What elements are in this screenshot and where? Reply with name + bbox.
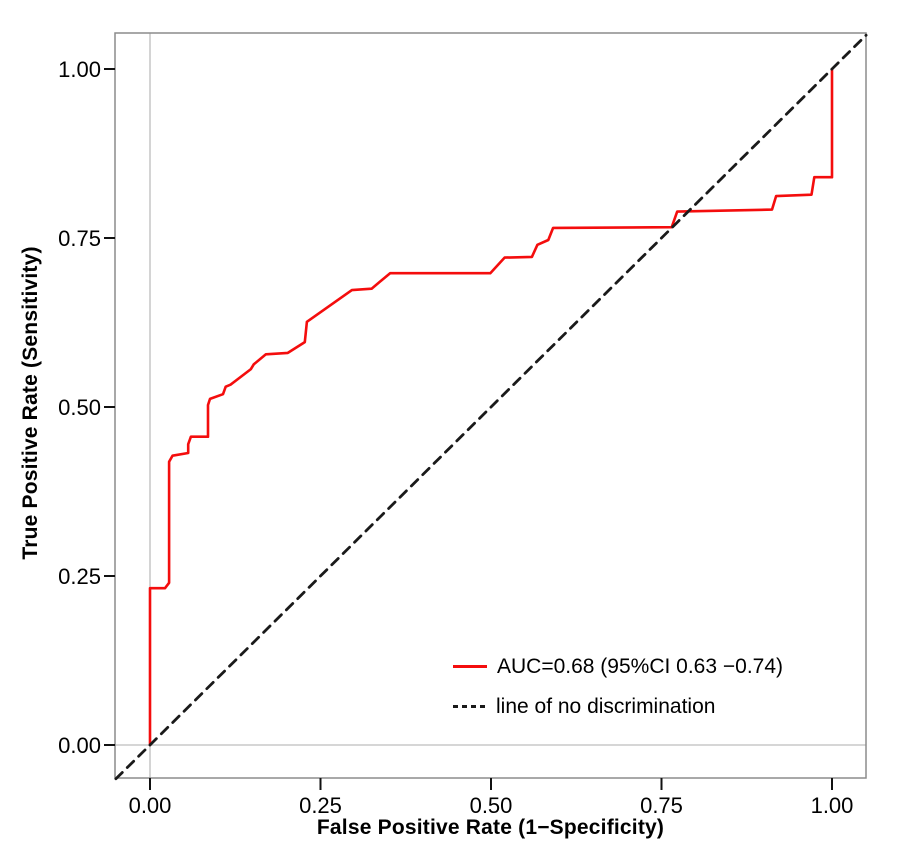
legend: AUC=0.68 (95%CI 0.63 −0.74) line of no d…	[453, 653, 783, 733]
x-tick-label: 0.50	[470, 793, 513, 818]
legend-row-roc: AUC=0.68 (95%CI 0.63 −0.74)	[453, 653, 783, 680]
legend-row-diagonal: line of no discrimination	[453, 693, 783, 720]
y-tick-label: 0.25	[58, 564, 101, 589]
x-tick-label: 0.25	[299, 793, 342, 818]
legend-roc-label: AUC=0.68 (95%CI 0.63 −0.74)	[497, 654, 784, 678]
y-tick-label: 1.00	[58, 57, 101, 82]
dashed-line-sample-icon	[453, 705, 486, 708]
legend-diagonal-label: line of no discrimination	[496, 694, 716, 718]
x-axis-title: False Positive Rate (1−Specificity)	[316, 816, 665, 839]
no-discrimination-line	[114, 33, 868, 781]
y-tick-label: 0.50	[58, 395, 101, 420]
y-tick-label: 0.00	[58, 733, 101, 758]
y-tick-label: 0.75	[58, 226, 101, 251]
x-tick-label: 1.00	[811, 793, 854, 818]
y-axis-title: True Positive Rate (Sensitivity)	[19, 246, 42, 560]
roc-line-sample-icon	[453, 665, 487, 668]
x-tick-label: 0.75	[640, 793, 683, 818]
roc-curve	[148, 67, 834, 747]
x-tick-label: 0.00	[129, 793, 172, 818]
